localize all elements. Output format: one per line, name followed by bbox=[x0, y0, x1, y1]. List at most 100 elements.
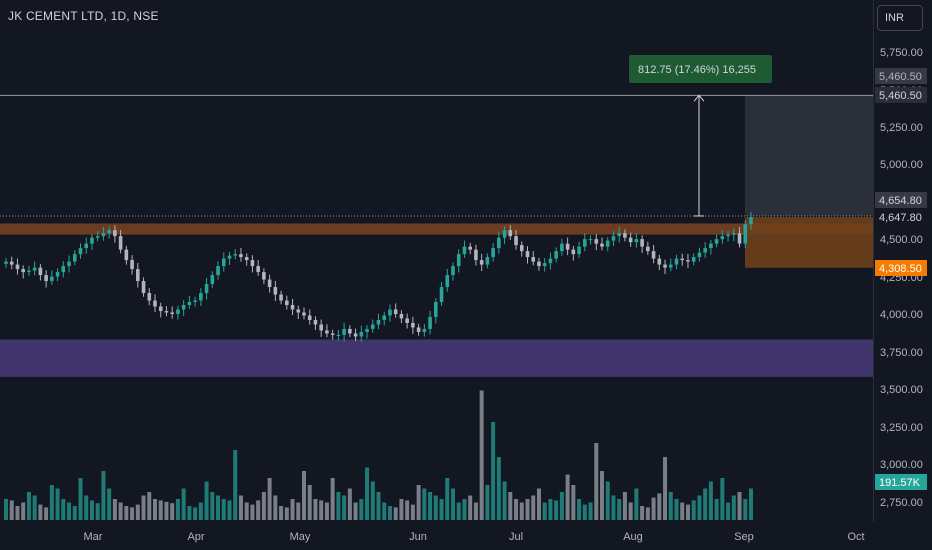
candle-body bbox=[330, 333, 335, 335]
volume-bar bbox=[525, 499, 530, 520]
volume-bar bbox=[9, 500, 14, 520]
candle-body bbox=[313, 319, 318, 325]
candle-body bbox=[199, 293, 203, 301]
support-zone bbox=[0, 339, 873, 377]
candle-body bbox=[474, 249, 478, 261]
volume-bar bbox=[514, 499, 519, 520]
candle-body bbox=[663, 264, 667, 268]
volume-bar bbox=[347, 488, 352, 520]
volume-bar bbox=[703, 488, 708, 520]
candle-body bbox=[743, 224, 748, 244]
volume-bar bbox=[439, 499, 444, 520]
volume-bar bbox=[749, 488, 753, 520]
volume-bar bbox=[216, 495, 221, 520]
price-tick-label: 5,750.00 bbox=[880, 47, 923, 59]
volume-bar bbox=[153, 499, 157, 520]
volume-bar bbox=[78, 478, 83, 520]
volume-bar bbox=[428, 492, 433, 520]
volume-bar bbox=[250, 504, 255, 520]
volume-bar bbox=[640, 506, 645, 520]
volume-bar bbox=[284, 507, 289, 520]
volume-bar bbox=[15, 506, 20, 520]
volume-bar bbox=[462, 499, 467, 520]
candle-body bbox=[15, 264, 20, 270]
candle-body bbox=[376, 319, 381, 325]
volume-bar bbox=[290, 499, 295, 520]
volume-bar bbox=[61, 499, 66, 520]
time-tick-label: Apr bbox=[187, 531, 204, 543]
volume-bar bbox=[508, 492, 513, 520]
volume-bar bbox=[187, 506, 192, 520]
candle-body bbox=[646, 246, 650, 252]
candle-body bbox=[164, 310, 169, 313]
price-tag-last: 4,647.80 bbox=[875, 209, 927, 225]
candle-body bbox=[273, 287, 278, 295]
svg-text:5,460.50: 5,460.50 bbox=[879, 71, 922, 83]
svg-text:5,460.50: 5,460.50 bbox=[879, 90, 922, 102]
candle-body bbox=[399, 313, 404, 319]
time-tick-label: Aug bbox=[623, 531, 643, 543]
volume-bar bbox=[67, 502, 72, 520]
candle-body bbox=[32, 267, 37, 271]
measure-arrow[interactable] bbox=[693, 94, 705, 217]
candle-body bbox=[130, 260, 134, 270]
candle-body bbox=[491, 248, 495, 258]
volume-bar bbox=[89, 500, 94, 520]
candle-body bbox=[187, 302, 192, 306]
volume-bar bbox=[726, 502, 731, 520]
resistance-zone bbox=[0, 223, 873, 235]
volume-bar bbox=[663, 457, 668, 520]
volume-bar bbox=[657, 493, 662, 520]
candle-body bbox=[508, 230, 513, 237]
candle-body bbox=[239, 254, 243, 258]
time-axis[interactable]: Mar Apr May Jun Jul Aug Sep Oct bbox=[84, 531, 865, 543]
candle-body bbox=[176, 309, 180, 314]
volume-bar bbox=[267, 478, 272, 520]
candle-body bbox=[181, 305, 186, 310]
candle-body bbox=[634, 239, 639, 243]
volume-bar bbox=[456, 502, 461, 520]
volume-bar bbox=[611, 495, 616, 520]
measure-label: 812.75 (17.46%) 16,255 bbox=[629, 55, 772, 83]
volume-bar bbox=[261, 492, 266, 520]
volume-bar bbox=[714, 499, 719, 520]
volume-bar bbox=[680, 502, 685, 520]
candle-body bbox=[560, 243, 564, 252]
volume-bar bbox=[542, 502, 547, 520]
volume-bar bbox=[118, 502, 123, 520]
volume-bar bbox=[622, 492, 627, 520]
candle-body bbox=[428, 316, 432, 329]
volume-bar bbox=[479, 390, 484, 520]
currency-selector[interactable]: INR bbox=[877, 5, 923, 31]
candle-body bbox=[588, 239, 593, 241]
stop-zone bbox=[745, 217, 873, 268]
volume-bar bbox=[651, 497, 656, 520]
volume-bar bbox=[101, 471, 106, 520]
time-tick-label: Jul bbox=[509, 531, 523, 543]
svg-text:4,654.80: 4,654.80 bbox=[879, 195, 922, 207]
candle-body bbox=[250, 260, 255, 267]
candle-body bbox=[336, 334, 341, 336]
candle-body bbox=[44, 275, 48, 282]
candle-body bbox=[531, 257, 536, 262]
candle-body bbox=[210, 275, 215, 285]
volume-bar bbox=[600, 471, 604, 520]
candle-body bbox=[72, 254, 77, 262]
candle-body bbox=[365, 328, 369, 332]
volume-bar bbox=[531, 495, 536, 520]
candle-body bbox=[416, 327, 421, 332]
candle-body bbox=[393, 309, 398, 314]
candle-body bbox=[468, 246, 472, 250]
volume-bar bbox=[393, 507, 398, 520]
candle-body bbox=[319, 324, 323, 331]
candle-body bbox=[525, 251, 530, 258]
volume-bar bbox=[330, 478, 335, 520]
volume-bar bbox=[193, 507, 198, 520]
candle-body bbox=[605, 240, 610, 247]
volume-bar bbox=[370, 481, 375, 520]
candle-body bbox=[720, 236, 725, 240]
volume-bar bbox=[4, 499, 8, 520]
candle-body bbox=[674, 258, 679, 265]
candle-body bbox=[382, 315, 387, 320]
